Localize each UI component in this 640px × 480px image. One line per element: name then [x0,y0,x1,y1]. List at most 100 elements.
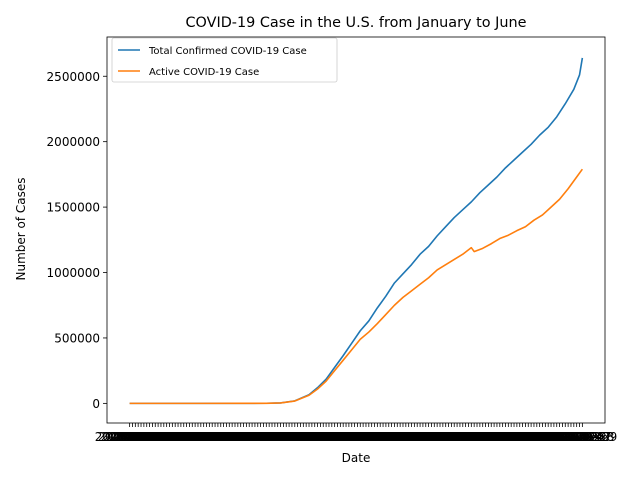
x-tick-label: 2020-06-08 [488,430,558,444]
x-tick-label: 2020-04-30 [377,430,447,444]
series-lines [129,57,584,405]
x-tick-label: 2020-06-13 [502,430,572,444]
x-tick-label: 2020-04-05 [305,430,375,444]
x-tick-label: 2020-03-05 [217,430,287,444]
x-tick-label: 2020-03-03 [212,430,282,444]
x-tick-label: 2020-05-22 [439,430,509,444]
plot-frame [106,36,606,424]
x-tick-label: 2020-03-12 [237,430,307,444]
x-tick-label: 2020-05-24 [445,430,515,444]
x-tick-label: 2020-06-03 [473,430,543,444]
x-tick-label: 2020-05-01 [379,430,449,444]
x-tick-label: 2020-01-27 [109,430,179,444]
x-tick-label: 2020-02-09 [146,430,216,444]
x-tick-label: 2020-05-08 [399,430,469,444]
x-tick-label: 2020-05-04 [388,430,458,444]
x-tick-label: 2020-03-20 [260,430,330,444]
x-tick-label: 2020-01-26 [106,430,176,444]
x-tick-label: 2020-06-29 [547,430,617,444]
x-tick-label: 2020-05-05 [391,430,461,444]
x-tick-label: 2020-03-30 [288,430,358,444]
x-tick-label: 2020-03-11 [234,430,304,444]
y-tick-label: 1500000 [47,201,100,215]
x-tick-label: 2020-03-28 [283,430,353,444]
x-tick-label: 2020-05-13 [414,430,484,444]
x-tick-label: 2020-05-19 [431,430,501,444]
x-tick-label: 2020-04-07 [311,430,381,444]
x-tick-label: 2020-06-21 [525,430,595,444]
x-tick-label: 2020-04-13 [328,430,398,444]
x-tick-label: 2020-05-23 [442,430,512,444]
x-tick-label: 2020-03-06 [220,430,290,444]
x-tick-label: 2020-02-04 [132,430,202,444]
x-tick-label: 2020-02-21 [180,430,250,444]
x-tick-label: 2020-03-08 [226,430,296,444]
y-tick-label: 2000000 [47,135,100,149]
x-tick-label: 2020-04-09 [317,430,387,444]
x-tick-label: 2020-04-22 [354,430,424,444]
x-tick-label: 2020-05-21 [436,430,506,444]
x-tick-label: 2020-06-15 [508,430,578,444]
x-tick-label: 2020-04-21 [351,430,421,444]
x-tick-label: 2020-05-03 [385,430,455,444]
x-tick-label: 2020-04-11 [323,430,393,444]
x-tick-label: 2020-04-15 [334,430,404,444]
y-tick-label: 1000000 [47,266,100,280]
x-tick-label: 2020-02-15 [163,430,233,444]
x-tick-label: 2020-05-12 [411,430,481,444]
x-tick-label: 2020-03-27 [280,430,350,444]
x-tick-label: 2020-03-10 [231,430,301,444]
plot-area: 0 500000 1000000 1500000 2000000 2500000 2020… [47,36,617,444]
x-tick-label: 2020-06-27 [542,430,612,444]
x-tick-label: 2020-03-31 [291,430,361,444]
x-tick-label: 2020-02-22 [183,430,253,444]
x-tick-label: 2020-02-25 [192,430,262,444]
x-tick-label: 2020-06-20 [522,430,592,444]
x-tick-label: 2020-02-06 [137,430,207,444]
x-tick-label: 2020-03-07 [223,430,293,444]
chart-title: COVID-19 Case in the U.S. from January t… [186,15,527,31]
x-tick-label: 2020-04-20 [348,430,418,444]
x-tick-label: 2020-04-19 [345,430,415,444]
x-tick-label: 2020-04-24 [360,430,430,444]
x-tick-label: 2020-04-27 [368,430,438,444]
legend-label-total: Total Confirmed COVID-19 Case [148,46,307,57]
x-tick-label: 2020-03-04 [214,430,284,444]
x-tick-label: 2020-02-19 [174,430,244,444]
x-tick-label: 2020-02-27 [197,430,267,444]
x-tick-label: 2020-04-02 [297,430,367,444]
x-tick-label: 2020-05-14 [417,430,487,444]
x-tick-label: 2020-03-09 [229,430,299,444]
x-tick-label: 2020-04-14 [331,430,401,444]
x-tick-label: 2020-03-02 [209,430,279,444]
x-tick-label: 2020-01-31 [120,430,190,444]
x-tick-label: 2020-02-28 [200,430,270,444]
x-tick-label: 2020-02-03 [129,430,199,444]
x-tick-label: 2020-03-21 [263,430,333,444]
x-tick-label: 2020-04-25 [362,430,432,444]
x-tick-label: 2020-05-29 [459,430,529,444]
x-tick-label: 2020-02-05 [135,430,205,444]
x-tick-label: 2020-05-10 [405,430,475,444]
x-tick-label: 2020-06-28 [545,430,615,444]
x-tick-label: 2020-03-01 [206,430,276,444]
x-tick-label: 2020-05-31 [465,430,535,444]
x-tick-label: 2020-01-24 [100,430,170,444]
y-axis-label: Number of Cases [14,177,28,280]
x-tick-label: 2020-04-03 [300,430,370,444]
x-tick-label: 2020-04-23 [357,430,427,444]
x-tick-label: 2020-01-29 [115,430,185,444]
x-tick-label: 2020-03-16 [249,430,319,444]
x-tick-label: 2020-01-28 [112,430,182,444]
x-tick-label: 2020-03-29 [286,430,356,444]
x-tick-label: 2020-02-20 [177,430,247,444]
x-tick-label: 2020-03-15 [246,430,316,444]
x-tick-label: 2020-01-22 [95,430,165,444]
x-tick-label: 2020-05-25 [448,430,518,444]
x-tick-label: 2020-05-06 [394,430,464,444]
x-tick-label: 2020-03-26 [277,430,347,444]
x-tick-label: 2020-03-13 [240,430,310,444]
x-tick-label: 2020-06-02 [471,430,541,444]
x-tick-label: 2020-01-30 [118,430,188,444]
x-tick-label: 2020-06-01 [468,430,538,444]
